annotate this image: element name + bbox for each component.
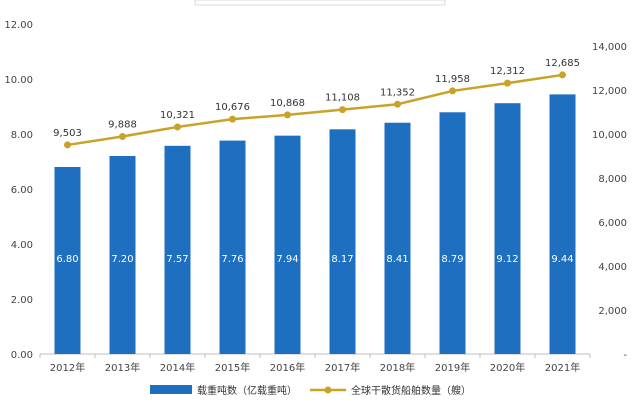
line-value-label: 12,312 (490, 66, 525, 77)
legend-line-label: 全球干散货船舶数量（艘） (351, 384, 471, 397)
line-value-label: 11,108 (325, 93, 360, 104)
bar (384, 122, 411, 354)
legend-line-marker (324, 386, 332, 394)
bar-value-label: 9.12 (496, 254, 518, 265)
bar-value-label: 8.17 (331, 254, 353, 265)
x-category-label: 2017年 (325, 361, 360, 374)
x-category-label: 2020年 (490, 361, 525, 374)
line-point (449, 87, 456, 95)
x-category-label: 2018年 (380, 361, 415, 374)
bar (439, 112, 466, 355)
bar (219, 140, 246, 354)
y-right-tick-label: 2,000 (598, 306, 627, 317)
y-right-tick-label: 6,000 (598, 218, 627, 229)
bar-data-labels: 6.80 7.20 7.57 7.76 7.94 8.17 8.41 8.79 9.12 9.44 (56, 254, 573, 265)
y-left-tick-label: 2.00 (11, 295, 33, 306)
y-right-tick-label: 14,000 (592, 42, 627, 53)
line-value-label: 9,888 (108, 119, 137, 130)
x-category-label: 2021年 (545, 361, 580, 374)
y-left-tick-label: 6.00 (11, 185, 33, 196)
line-value-label: 10,676 (215, 102, 250, 113)
bar-value-label: 8.79 (441, 254, 463, 265)
bar (54, 167, 81, 354)
bar (109, 156, 136, 354)
line-point (559, 71, 566, 79)
axes: 0.00 2.00 4.00 6.00 8.00 10.00 12.00 - 2,000 4,00… (4, 20, 627, 374)
x-category-label: 2016年 (270, 361, 305, 374)
top-frame-fragment (194, 0, 446, 6)
bar-value-label: 7.57 (166, 254, 188, 265)
y-right-tick-label: 10,000 (592, 130, 627, 141)
line-point (119, 132, 126, 140)
line-value-label: 12,685 (545, 58, 580, 69)
y-right-tick-label: 8,000 (598, 174, 627, 185)
line-point (284, 111, 291, 119)
x-category-label: 2019年 (435, 361, 470, 374)
line-point (504, 79, 511, 87)
line-point (394, 100, 401, 108)
bar-value-label: 9.44 (551, 254, 573, 265)
x-category-label: 2014年 (160, 361, 195, 374)
bar-series (54, 94, 576, 355)
bar-value-label: 7.20 (111, 254, 133, 265)
bar (274, 135, 301, 354)
y-left-tick-label: 12.00 (4, 20, 33, 31)
line-data-labels: 9,503 9,888 10,321 10,676 10,868 11,108 11,352… (53, 58, 580, 139)
line-series (64, 71, 566, 149)
y-right-tick-label: 12,000 (592, 86, 627, 97)
bar (494, 103, 521, 354)
y-right-tick-label: - (623, 350, 627, 361)
x-category-label: 2013年 (105, 361, 140, 374)
bar-value-label: 7.94 (276, 254, 298, 265)
line-value-label: 10,868 (270, 98, 305, 109)
bar (164, 145, 191, 354)
legend: 载重吨数（亿载重吨） 全球干散货船舶数量（艘） (150, 384, 471, 397)
line-point (174, 123, 181, 131)
y-left-tick-label: 10.00 (4, 75, 33, 86)
line-value-label: 9,503 (53, 128, 82, 139)
bar (329, 129, 356, 354)
x-category-label: 2012年 (50, 361, 85, 374)
x-category-label: 2015年 (215, 361, 250, 374)
bar-value-label: 7.76 (221, 254, 243, 265)
line-point (339, 106, 346, 114)
legend-bar-swatch (150, 385, 192, 394)
y-left-tick-label: 8.00 (11, 130, 33, 141)
line-path (67, 73, 563, 147)
line-value-label: 11,958 (435, 74, 470, 85)
line-point (229, 115, 236, 123)
line-point (64, 141, 71, 149)
line-value-label: 11,352 (380, 87, 415, 98)
bar-value-label: 8.41 (386, 254, 408, 265)
y-left-tick-label: 4.00 (11, 240, 33, 251)
bar-value-label: 6.80 (56, 254, 78, 265)
line-value-label: 10,321 (160, 110, 195, 121)
y-left-tick-label: 0.00 (11, 350, 33, 361)
legend-bar-label: 载重吨数（亿载重吨） (197, 384, 297, 397)
y-right-tick-label: 4,000 (598, 262, 627, 273)
bar (549, 94, 576, 355)
